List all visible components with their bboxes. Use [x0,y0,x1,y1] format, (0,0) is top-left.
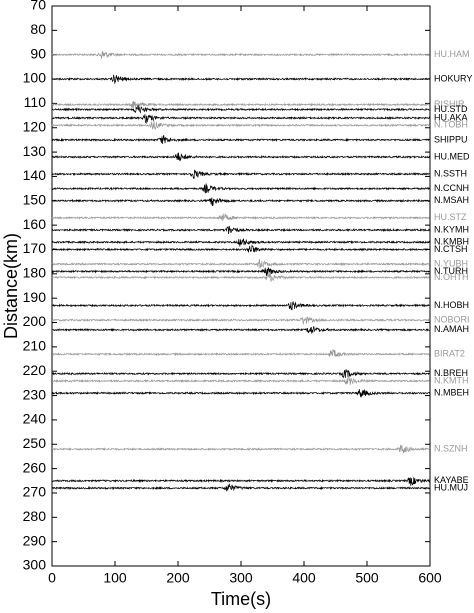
y-tick-label: 110 [24,94,47,110]
seismic-trace [51,259,430,269]
y-axis-title: Distance(km) [1,233,21,339]
station-label: HU.HAM [434,49,470,59]
station-label: N.MBEH [434,388,469,398]
seismic-trace [51,225,430,235]
seismic-trace [51,100,430,110]
x-tick-label: 300 [229,570,253,586]
station-label: N.MSAH [434,195,469,205]
x-tick-label: 400 [292,570,316,586]
y-tick-label: 210 [23,338,47,354]
station-label: HOKURY [434,73,472,83]
station-label: N.AMAH [434,324,469,334]
x-tick-label: 200 [166,570,190,586]
y-tick-label: 150 [23,191,47,207]
y-tick-label: 140 [23,167,47,183]
x-tick-label: 600 [418,570,442,586]
station-label: N.KMTH [434,375,469,385]
y-tick-label: 160 [23,216,47,232]
seismic-trace [51,74,430,84]
seismic-trace [51,349,430,358]
x-axis-title: Time(s) [211,589,271,609]
seismic-trace [51,183,430,194]
seismic-trace [51,389,430,398]
station-label: HU.AKA [434,112,468,122]
y-tick-label: 100 [23,70,47,86]
station-label: N.KMBH [434,237,469,247]
x-tick-label: 100 [103,570,127,586]
station-label: N.TURH [434,266,468,276]
y-tick-label: 270 [23,484,47,500]
y-tick-label: 250 [23,435,47,451]
seismic-trace [51,273,430,283]
station-label: HU.STD [434,104,468,114]
seismic-trace [51,483,430,492]
y-tick-label: 220 [23,362,47,378]
y-tick-label: 120 [23,118,47,134]
seismic-trace [51,369,430,379]
y-tick-label: 300 [23,557,47,573]
seismic-trace [51,267,430,277]
seismic-trace [51,120,430,130]
y-tick-label: 280 [23,508,47,524]
station-label: N.SZNH [434,444,468,454]
seismic-trace [51,316,430,325]
station-label: RISHIR [434,99,465,109]
seismic-trace [51,326,430,334]
y-tick-label: 180 [23,265,47,281]
seismic-trace [51,197,430,207]
station-label: BIRAT2 [434,349,465,359]
seismic-trace [51,375,430,385]
y-tick-label: 260 [23,459,47,475]
seismic-trace [51,238,430,247]
station-label: N.CCNH [434,183,469,193]
y-tick-label: 130 [23,143,47,159]
station-label: KAYABE [434,475,469,485]
station-label: SHIPPU [434,134,468,144]
seismic-trace [51,114,430,125]
station-label: HU.MUJ [434,482,468,492]
seismic-trace [51,134,430,144]
y-tick-label: 290 [23,532,47,548]
seismic-trace [51,152,430,162]
y-tick-label: 90 [30,45,46,61]
seismic-trace [51,301,430,311]
y-tick-label: 170 [23,240,47,256]
station-label: N.OHTH [434,272,469,282]
seismic-trace [51,477,430,486]
station-label: N.BREH [434,368,468,378]
station-label: N.KYMH [434,224,469,234]
seismic-trace [51,213,430,222]
y-tick-label: 200 [23,313,47,329]
station-label: HU.STZ [434,212,467,222]
y-tick-label: 80 [30,21,46,37]
station-label: NOBORI [434,314,470,324]
y-tick-label: 230 [23,386,47,402]
seismic-trace [51,169,430,179]
station-label: N.HOBH [434,300,469,310]
y-tick-label: 240 [23,411,47,427]
station-label: N.SSTH [434,168,467,178]
station-label: N.TOBH [434,120,468,130]
station-label: HU.MED [434,151,470,161]
seismic-trace [51,50,430,59]
seismic-trace [51,444,430,454]
seismic-trace [51,244,430,253]
seismic-trace [51,105,430,114]
x-tick-label: 500 [355,570,379,586]
y-tick-label: 70 [30,0,46,13]
station-label: N.YUBH [434,258,468,268]
station-label: N.CTSH [434,244,468,254]
plot-frame [51,5,431,567]
y-tick-label: 190 [23,289,47,305]
x-tick-label: 0 [48,570,56,586]
